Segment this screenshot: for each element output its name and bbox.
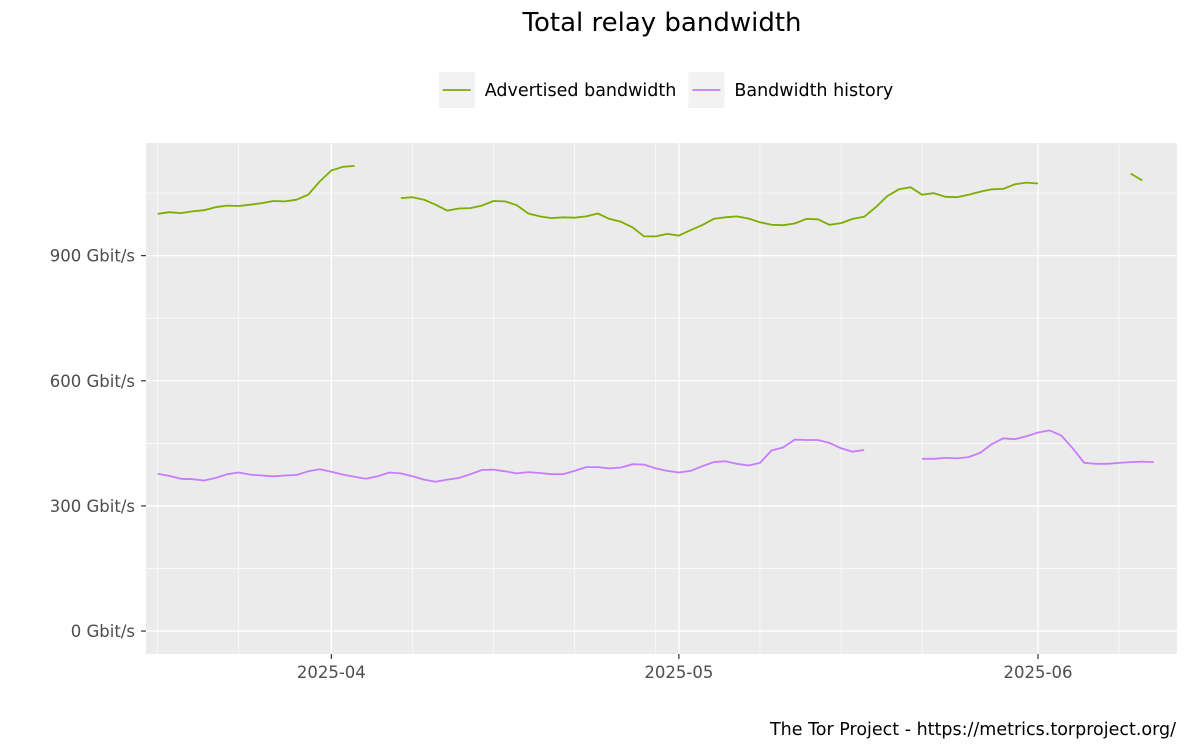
series-line-advertised-bandwidth	[1130, 172, 1143, 182]
x-tick-label: 2025-05	[644, 663, 713, 682]
chart-title: Total relay bandwidth	[522, 8, 802, 38]
y-axis: 0 Gbit/s 300 Gbit/s 600 Gbit/s 900 Gbit/s	[50, 247, 146, 641]
grid-lines	[146, 143, 1177, 654]
series-line-advertised-bandwidth	[400, 181, 1039, 238]
plot-panel	[146, 143, 1177, 654]
y-tick-label: 300 Gbit/s	[50, 497, 135, 516]
x-axis: 2025-04 2025-05 2025-06	[297, 654, 1073, 682]
x-tick-label: 2025-04	[297, 663, 366, 682]
legend: Advertised bandwidth Bandwidth history	[438, 72, 893, 108]
x-tick-label: 2025-06	[1004, 663, 1073, 682]
series-line-advertised-bandwidth	[157, 165, 355, 215]
series-lines	[157, 165, 1154, 483]
series-line-bandwidth-history	[922, 429, 1154, 465]
series-line-bandwidth-history	[157, 438, 865, 483]
legend-label-bandwidth-history: Bandwidth history	[734, 81, 893, 101]
y-tick-label: 600 Gbit/s	[50, 372, 135, 391]
y-tick-label: 0 Gbit/s	[71, 622, 135, 641]
chart-caption: The Tor Project - https://metrics.torpro…	[769, 720, 1176, 740]
y-tick-label: 900 Gbit/s	[50, 247, 135, 266]
legend-label-advertised-bandwidth: Advertised bandwidth	[485, 81, 677, 101]
